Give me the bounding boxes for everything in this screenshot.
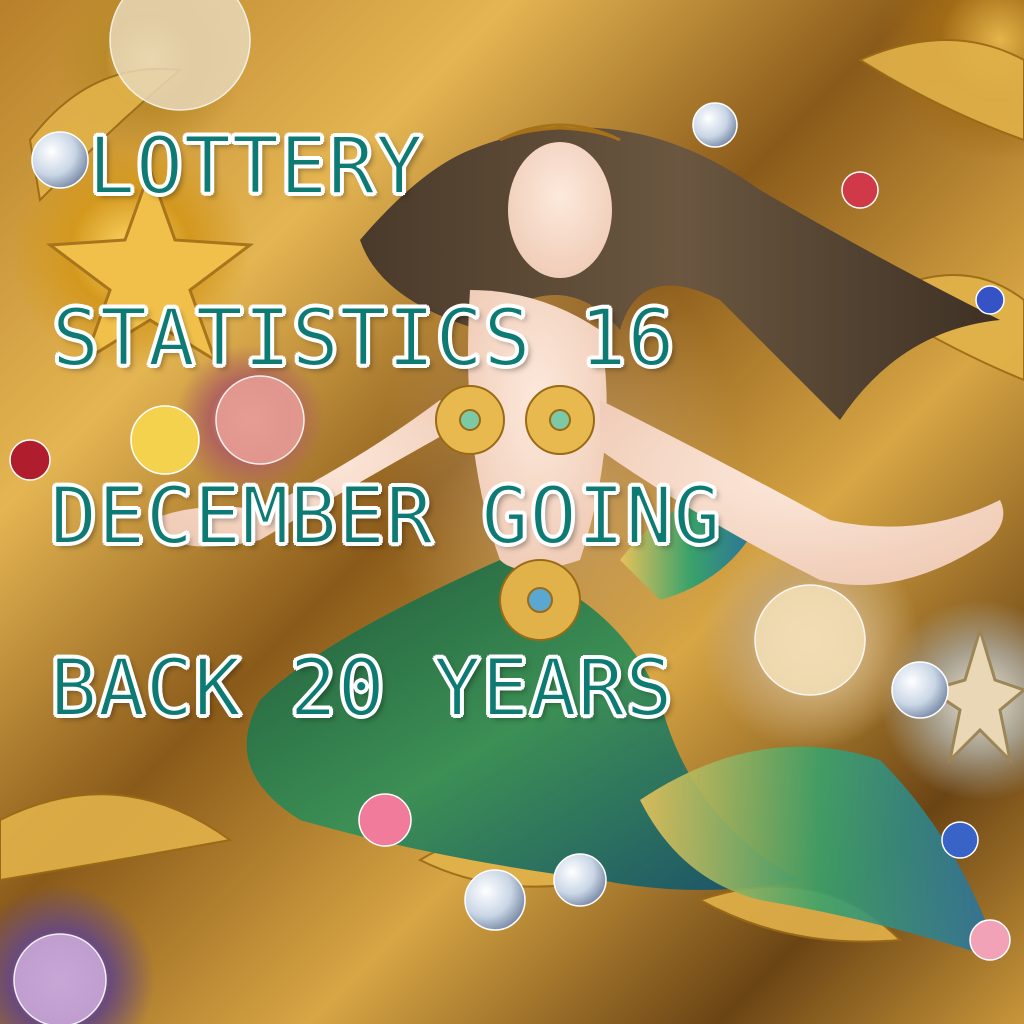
right-arm-shape: [600, 400, 1004, 585]
tail-fin-shape: [640, 746, 1000, 960]
jewel-ornaments: [435, 385, 595, 641]
face-shape: [508, 142, 612, 278]
hair-shape: [360, 127, 1000, 420]
tiara-shape: [499, 123, 621, 142]
starfish-icon: [45, 165, 255, 364]
gem-cluster: [9, 0, 1011, 1024]
left-arm-shape: [150, 400, 470, 547]
